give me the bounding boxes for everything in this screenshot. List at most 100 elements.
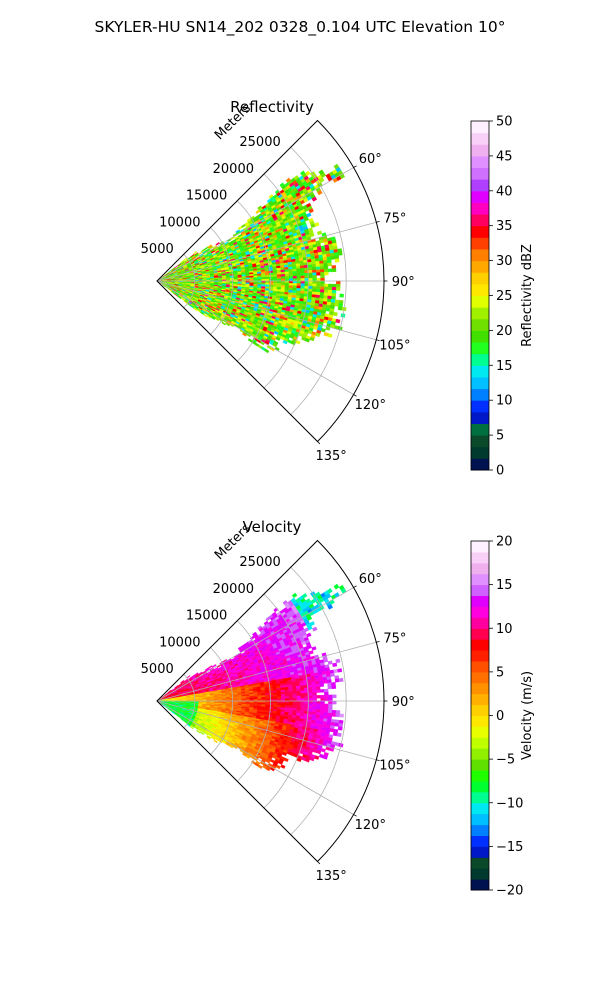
data-cell [312, 626, 318, 632]
data-cell [316, 280, 321, 285]
data-cell [316, 277, 321, 282]
colorbar-segment [471, 214, 489, 227]
data-cell [337, 251, 343, 256]
data-cell [335, 658, 341, 664]
data-cell [296, 693, 302, 697]
data-cell [335, 713, 341, 718]
data-cell [320, 703, 325, 708]
data-cell [331, 685, 337, 690]
data-cell [320, 328, 326, 333]
data-cell [318, 177, 325, 183]
data-cell [312, 283, 317, 287]
data-cell [284, 693, 290, 697]
data-cell [308, 650, 314, 655]
data-cell [323, 712, 329, 717]
data-cell [276, 274, 282, 278]
data-cell [257, 697, 262, 700]
data-cell [276, 696, 282, 700]
data-cell [323, 709, 329, 714]
data-cell [323, 292, 329, 297]
data-cell [328, 283, 333, 288]
data-cell [316, 695, 321, 699]
data-cell [316, 286, 321, 290]
data-cell [324, 691, 329, 696]
data-cell [284, 282, 290, 286]
data-cell [319, 263, 325, 267]
radial-tick-label: 25000 [239, 135, 280, 150]
data-cell [296, 705, 302, 709]
data-cell [288, 273, 294, 277]
data-cell [320, 277, 325, 282]
data-cell [312, 695, 317, 699]
data-cell [316, 283, 321, 287]
colorbar-label: Reflectivity dBZ [520, 244, 535, 347]
data-cell [315, 266, 321, 271]
data-cell [320, 697, 325, 702]
data-cell [272, 694, 278, 698]
data-cell [261, 696, 266, 700]
data-cell [319, 683, 325, 687]
data-cell [320, 280, 325, 285]
data-cell [327, 286, 333, 291]
data-cell [292, 705, 298, 709]
data-cell [314, 222, 320, 227]
data-cell [311, 264, 317, 268]
data-cell [296, 270, 301, 274]
data-cell [331, 709, 337, 714]
data-cell [225, 322, 231, 327]
colorbar-tick-label: 0 [496, 464, 504, 479]
colorbar-segment [471, 353, 489, 366]
data-cell [276, 276, 282, 280]
data-cell [332, 694, 337, 699]
data-cell [327, 685, 333, 690]
data-cell [334, 719, 340, 724]
data-cell [288, 276, 294, 279]
data-cell [334, 299, 340, 304]
data-cell [334, 302, 340, 307]
data-cell [308, 700, 313, 704]
data-cell [276, 282, 282, 286]
data-cell [316, 706, 321, 710]
data-cell [320, 274, 325, 279]
data-cell [320, 694, 325, 699]
data-cell [334, 678, 340, 683]
data-cell [312, 697, 317, 702]
colorbar-tick-label: 50 [496, 115, 513, 130]
data-cell [312, 703, 317, 707]
colorbar-segment [471, 144, 489, 157]
data-cell [320, 706, 325, 711]
data-cell [323, 262, 329, 267]
data-cell [288, 285, 294, 289]
data-cell [335, 318, 341, 324]
data-cell [335, 287, 341, 291]
data-cell [328, 697, 333, 702]
data-cell [292, 690, 298, 695]
colorbar-segment [471, 155, 489, 169]
data-cell [300, 283, 305, 287]
data-cell [327, 268, 333, 273]
theta-tick-label: 135° [315, 449, 346, 464]
theta-tick [353, 394, 357, 397]
data-cell [265, 276, 270, 280]
data-cell [288, 691, 294, 695]
data-cell [292, 270, 298, 275]
data-cell [308, 208, 314, 214]
data-cell [295, 340, 301, 345]
data-cell [311, 684, 317, 688]
radial-tick-label: 15000 [186, 189, 227, 204]
colorbar-segment [471, 260, 489, 273]
data-cell [323, 265, 329, 270]
data-cell [312, 280, 317, 285]
colorbar-tick-label: 5 [496, 429, 504, 444]
data-cell [280, 689, 286, 693]
radial-tick-label: 20000 [213, 162, 254, 177]
data-cell [323, 658, 329, 663]
data-cell [300, 693, 306, 697]
data-cell [273, 702, 278, 706]
colorbar-tick-label: 25 [496, 289, 513, 304]
colorbar-segment [471, 167, 489, 180]
colorbar-segment [471, 190, 489, 203]
data-cell [331, 292, 337, 297]
colorbar-segment [471, 132, 489, 145]
data-cell [245, 697, 251, 700]
